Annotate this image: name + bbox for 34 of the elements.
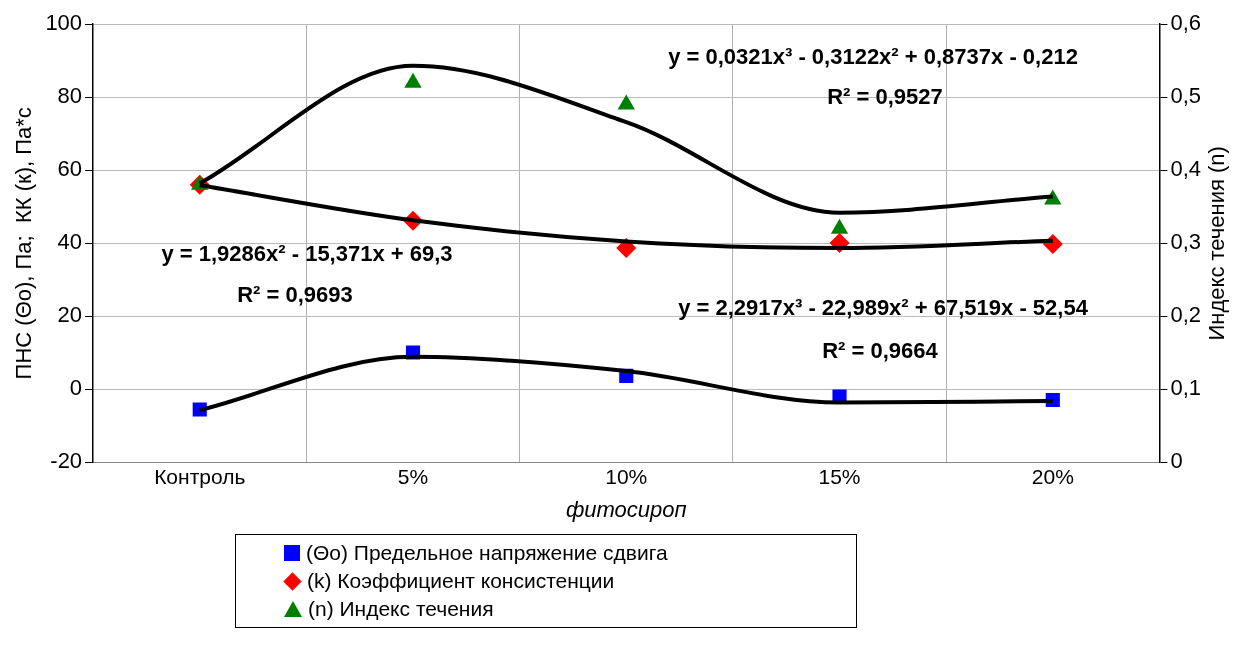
x-tick-label: 20%	[1031, 464, 1074, 488]
y-tick-label: 40	[57, 229, 83, 255]
legend-label: (n) Индекс течения	[308, 596, 494, 622]
annotation: y = 0,0321x³ - 0,3122x² + 0,8737x - 0,212	[668, 44, 1078, 70]
y-tick-label: 60	[57, 156, 83, 182]
x-axis-title: фитосироп	[565, 496, 687, 522]
y-tick-label: 20	[57, 302, 83, 328]
legend-label: (Θо) Предельное напряжение сдвига	[306, 540, 668, 566]
legend-label: (k) Коэффициент консистенции	[307, 568, 615, 594]
y-tick-label: 80	[57, 83, 83, 109]
y-axis-title: ПНС (Θо), Па; КК (к), Па*с	[11, 107, 37, 380]
y2-axis-title: Индекс течения (n)	[1204, 146, 1230, 341]
y2-tick-label: 0,3	[1170, 229, 1202, 255]
y2-tick-label: 0,2	[1170, 302, 1202, 328]
x-tick-label: 10%	[605, 464, 648, 488]
y2-tick-label: 0	[1170, 448, 1183, 474]
y-tick-label: 100	[45, 10, 83, 36]
y2-tick-label: 0,6	[1170, 10, 1202, 36]
point	[404, 72, 422, 88]
y-tick-label: 0	[69, 375, 83, 401]
x-tick-label: 5%	[397, 464, 429, 488]
x-tick-label: Контроль	[154, 464, 246, 488]
point	[617, 94, 635, 110]
y-tick-label: -20	[50, 448, 83, 474]
annotation: R² = 0,9664	[822, 338, 939, 364]
x-tick-label: 15%	[818, 464, 861, 488]
y2-tick-label: 0,1	[1170, 375, 1202, 401]
annotation: y = 2,2917x³ - 22,989x² + 67,519x - 52,54	[678, 295, 1089, 321]
point	[830, 218, 849, 234]
annotation: R² = 0,9693	[237, 282, 353, 308]
annotation: y = 1,9286x² - 15,371x + 69,3	[161, 241, 453, 267]
annotation: R² = 0,9527	[827, 84, 943, 110]
y2-tick-label: 0,5	[1170, 83, 1202, 109]
y2-tick-label: 0,4	[1170, 156, 1202, 182]
